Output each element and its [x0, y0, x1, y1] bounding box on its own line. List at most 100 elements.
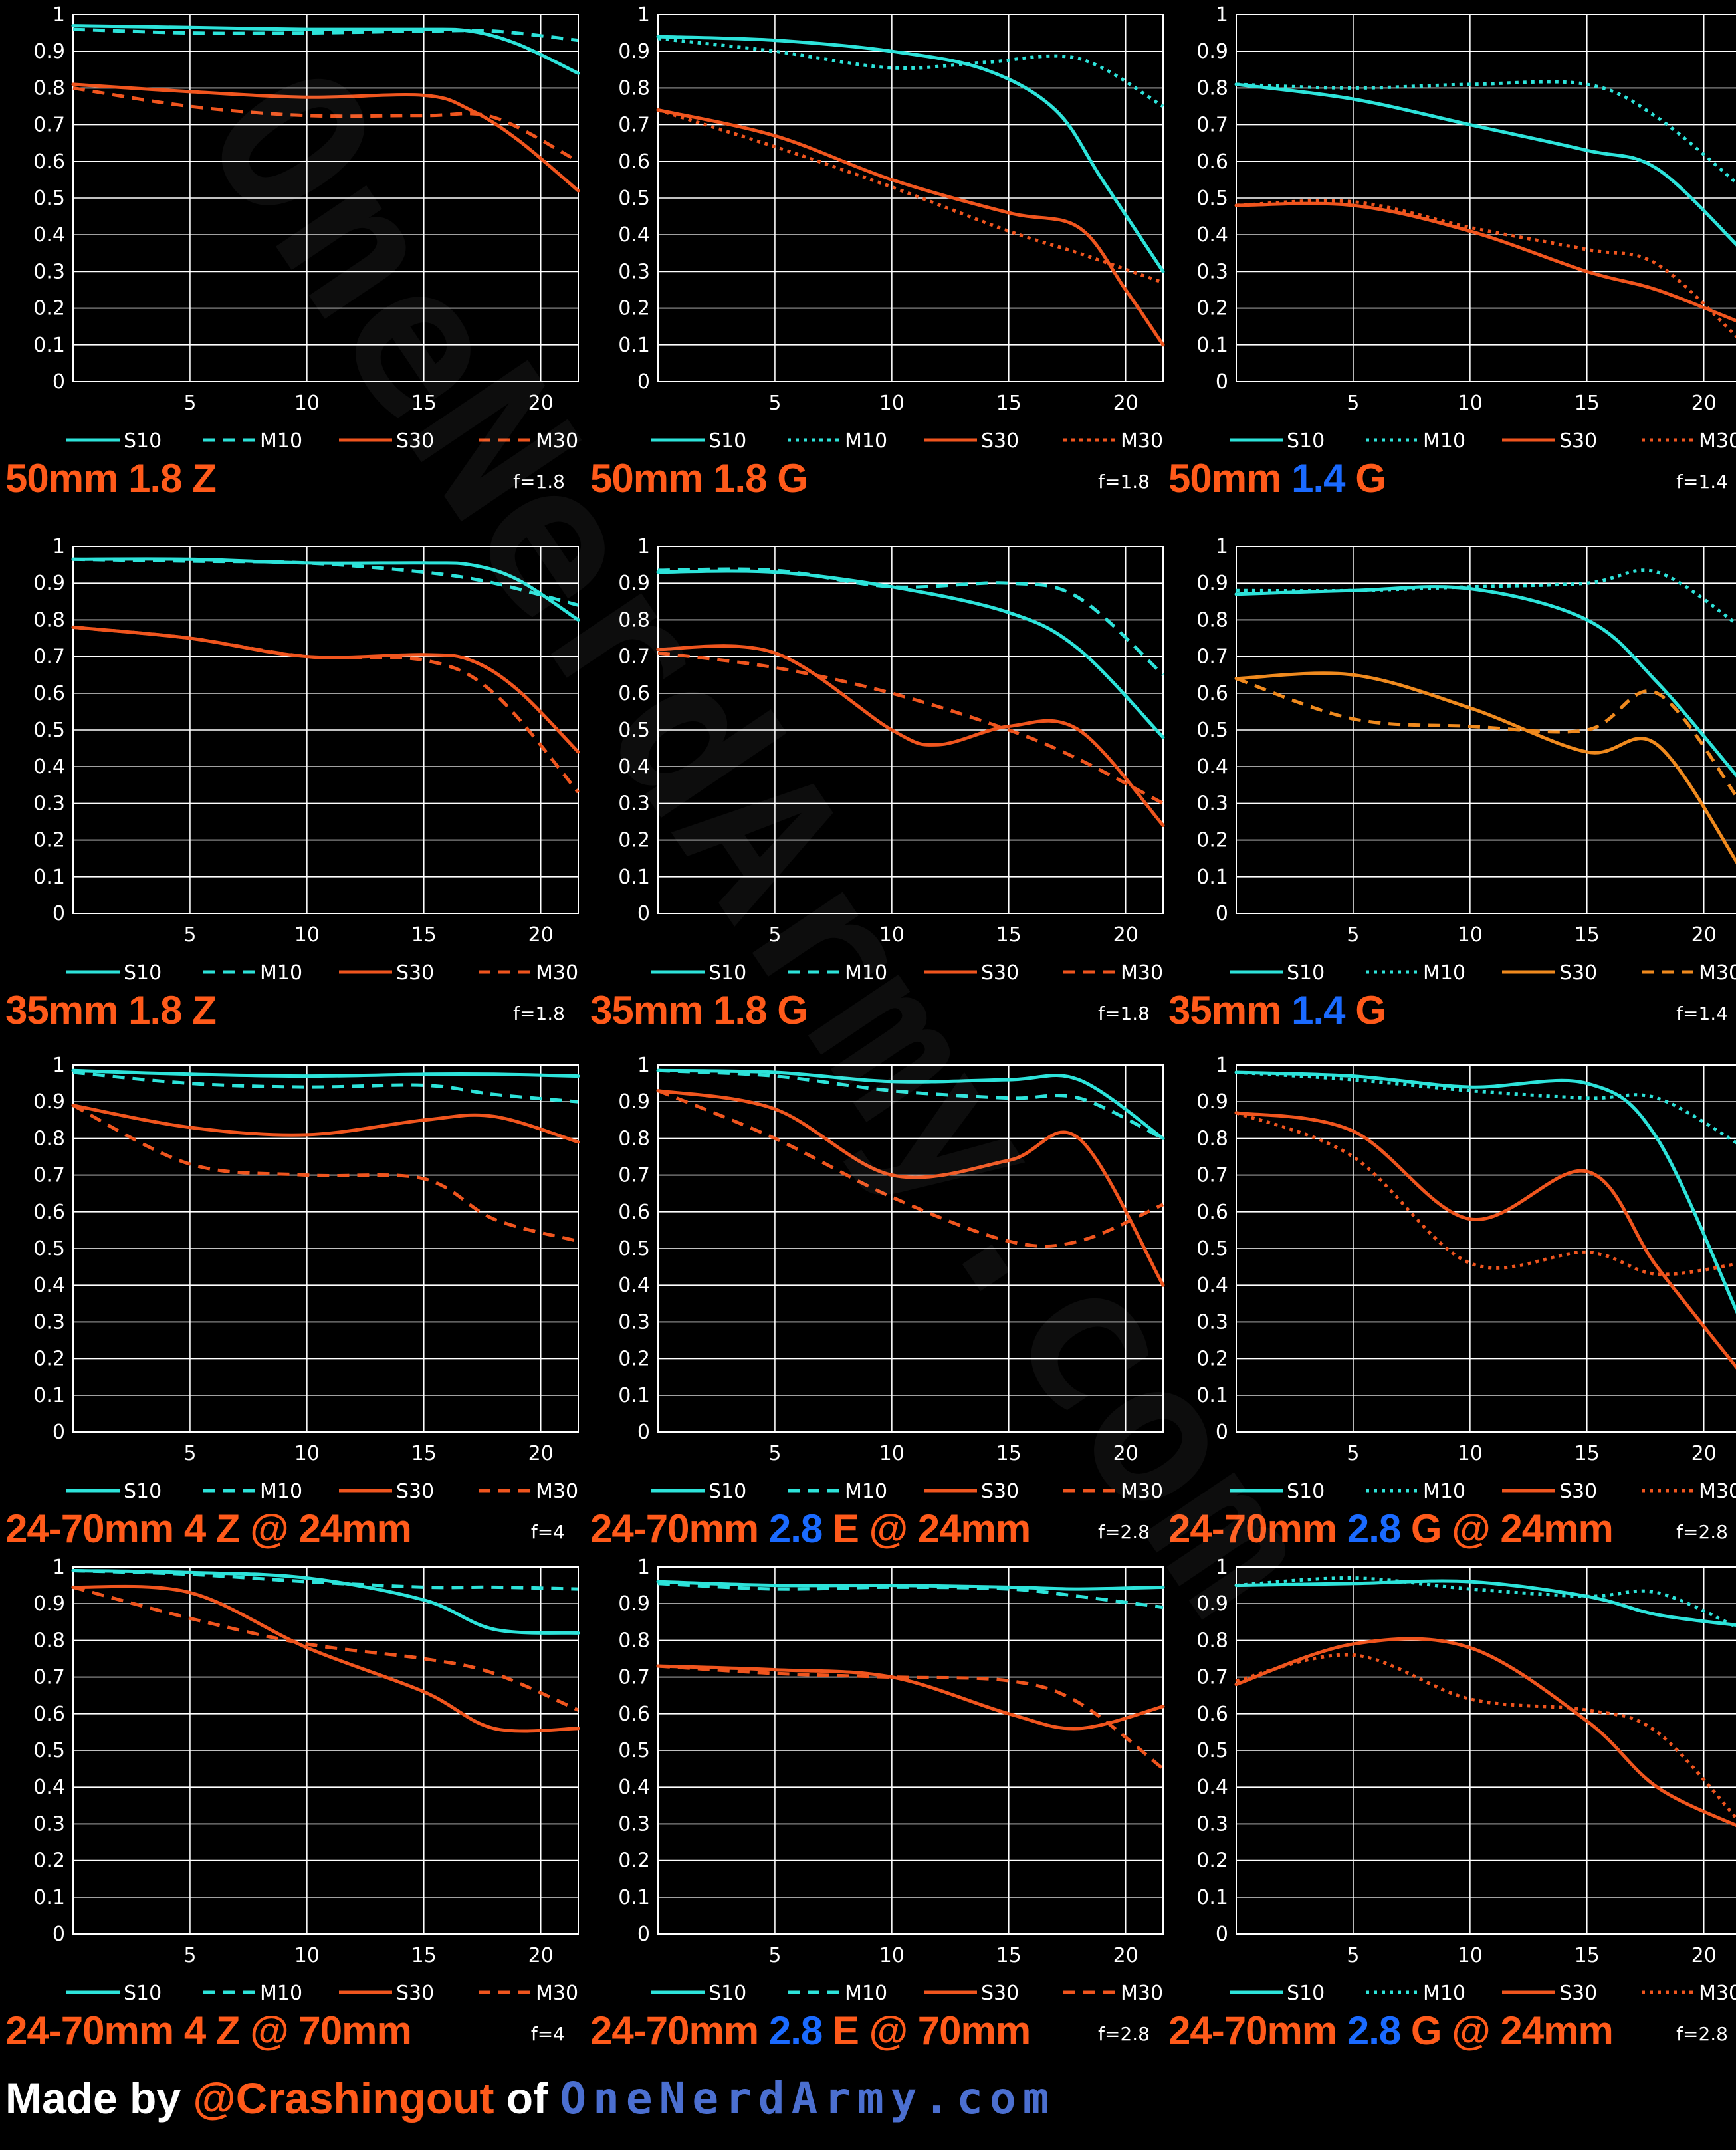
legend-label-m30: M30	[1699, 1982, 1736, 2005]
y-tick-label: 0.3	[1196, 260, 1228, 283]
mtf-chart: 0 0.1 0.2 0.3 0.4 0.5 0.6 0.7 0.8 0.9 1 5 10 15 20 S10 M…	[1163, 532, 1736, 1047]
x-tick-label: 20	[1691, 1944, 1717, 1967]
chart-title-part: E @ 70mm	[822, 2008, 1031, 2053]
x-tick-label: 15	[996, 1944, 1022, 1967]
y-tick-label: 0.1	[618, 334, 650, 357]
x-tick-label: 15	[996, 923, 1022, 947]
x-tick-label: 5	[768, 923, 781, 947]
y-tick-label: 0.8	[618, 76, 650, 100]
x-tick-label: 15	[1574, 1944, 1600, 1967]
y-tick-label: 0.1	[618, 1886, 650, 1909]
x-tick-label: 20	[1113, 923, 1139, 947]
x-tick-label: 5	[1347, 1944, 1359, 1967]
aperture-label: f=2.8	[1676, 1521, 1728, 1543]
legend-label-s30: S30	[1559, 961, 1597, 985]
chart-title: 35mm 1.8 Z	[5, 991, 217, 1030]
legend-label-m30: M30	[1121, 961, 1163, 985]
y-tick-label: 0.9	[33, 1090, 65, 1114]
legend-label-s10: S10	[124, 1982, 162, 2005]
series-line-m30	[72, 1585, 579, 1712]
series-line-m10	[1236, 1576, 1736, 1629]
legend-label-s30: S30	[396, 961, 434, 985]
legend-label-s30: S30	[396, 429, 434, 453]
legend-label-s30: S30	[981, 1982, 1019, 2005]
y-tick-label: 0.6	[1196, 1201, 1228, 1224]
series-line-s10	[71, 1068, 580, 1078]
y-tick-label: 0.7	[33, 1666, 65, 1689]
y-tick-label: 0	[53, 902, 65, 925]
chart-title-part: 2.8	[768, 2008, 823, 2053]
series-line-m30	[657, 651, 1164, 805]
y-tick-label: 1	[1216, 1556, 1228, 1579]
mtf-chart: 0 0.1 0.2 0.3 0.4 0.5 0.6 0.7 0.8 0.9 1 5 10 15 20 S10 M…	[0, 532, 580, 1047]
series-line-s10	[656, 1580, 1165, 1591]
legend-label-s30: S30	[396, 1982, 434, 2005]
chart-title-part: 4 Z @ 70mm	[183, 2008, 412, 2053]
y-tick-label: 0.9	[33, 40, 65, 63]
legend-label-s10: S10	[708, 429, 746, 453]
y-tick-label: 0.1	[1196, 866, 1228, 889]
series-line-m10	[1236, 568, 1736, 626]
y-tick-label: 0.5	[33, 1237, 65, 1260]
aperture-label: f=4	[530, 2023, 565, 2045]
y-tick-label: 0.5	[1196, 1739, 1228, 1762]
legend-label-m10: M10	[845, 429, 887, 453]
y-tick-label: 0.9	[33, 572, 65, 595]
y-tick-label: 0.6	[33, 1703, 65, 1726]
y-tick-label: 0	[637, 1421, 650, 1444]
series-line-s30	[656, 1089, 1165, 1287]
y-tick-label: 0.7	[618, 1164, 650, 1187]
chart-title-part: 2.8	[1347, 2008, 1401, 2053]
y-tick-label: 0.7	[1196, 1666, 1228, 1689]
legend-label-m30: M30	[536, 1480, 578, 1503]
x-tick-label: 10	[879, 1944, 905, 1967]
y-tick-label: 0	[1216, 1923, 1228, 1946]
chart-title-part: G @ 24mm	[1400, 2008, 1614, 2053]
x-tick-label: 15	[1574, 392, 1600, 415]
chart-title-part: 2.8	[1347, 1506, 1401, 1551]
y-tick-label: 0.5	[618, 187, 650, 210]
y-tick-label: 0.4	[1196, 223, 1228, 247]
mtf-chart: 0 0.1 0.2 0.3 0.4 0.5 0.6 0.7 0.8 0.9 1 5 10 15 20 S10 M…	[585, 1552, 1165, 2071]
aperture-label: f=1.4	[1676, 1003, 1728, 1024]
series-line-s10	[71, 24, 580, 75]
series-line-s30	[71, 1104, 580, 1144]
y-tick-label: 0.5	[618, 1739, 650, 1762]
series-line-m30	[657, 108, 1164, 285]
legend-label-m10: M10	[1423, 429, 1465, 453]
y-tick-label: 0.3	[618, 1310, 650, 1334]
chart-title-part: 2.8	[768, 1506, 823, 1551]
y-tick-label: 0.3	[33, 1310, 65, 1334]
y-tick-label: 0.3	[33, 1812, 65, 1836]
series-line-m30	[72, 625, 580, 794]
x-tick-label: 20	[1113, 392, 1139, 415]
y-tick-label: 1	[53, 535, 65, 558]
y-tick-label: 0.4	[618, 755, 650, 778]
legend-label-m30: M30	[1699, 1480, 1736, 1503]
y-tick-label: 0.9	[618, 1592, 650, 1615]
x-tick-label: 15	[1574, 1442, 1600, 1465]
y-tick-label: 0.9	[1196, 40, 1228, 63]
aperture-label: f=1.8	[1098, 1003, 1150, 1024]
series-line-m10	[657, 567, 1164, 677]
y-tick-label: 0.8	[1196, 608, 1228, 632]
y-tick-label: 0.9	[1196, 1592, 1228, 1615]
chart-title: 24-70mm 2.8 E @ 70mm	[590, 2008, 1031, 2053]
legend-label-s10: S10	[708, 961, 746, 985]
y-tick-label: 0.6	[1196, 150, 1228, 174]
y-tick-label: 0	[53, 1923, 65, 1946]
y-tick-label: 0.1	[618, 866, 650, 889]
series-line-s30	[1234, 201, 1736, 323]
y-tick-label: 0.9	[618, 1090, 650, 1114]
series-line-m10	[1236, 1070, 1736, 1145]
y-tick-label: 1	[1216, 1054, 1228, 1077]
y-tick-label: 0.5	[33, 719, 65, 742]
y-tick-label: 0	[1216, 902, 1228, 925]
y-tick-label: 1	[1216, 535, 1228, 558]
y-tick-label: 0.8	[618, 1629, 650, 1652]
chart-title-part: 1.8 G	[713, 456, 808, 501]
x-tick-label: 15	[411, 923, 437, 947]
y-tick-label: 0.7	[1196, 114, 1228, 137]
